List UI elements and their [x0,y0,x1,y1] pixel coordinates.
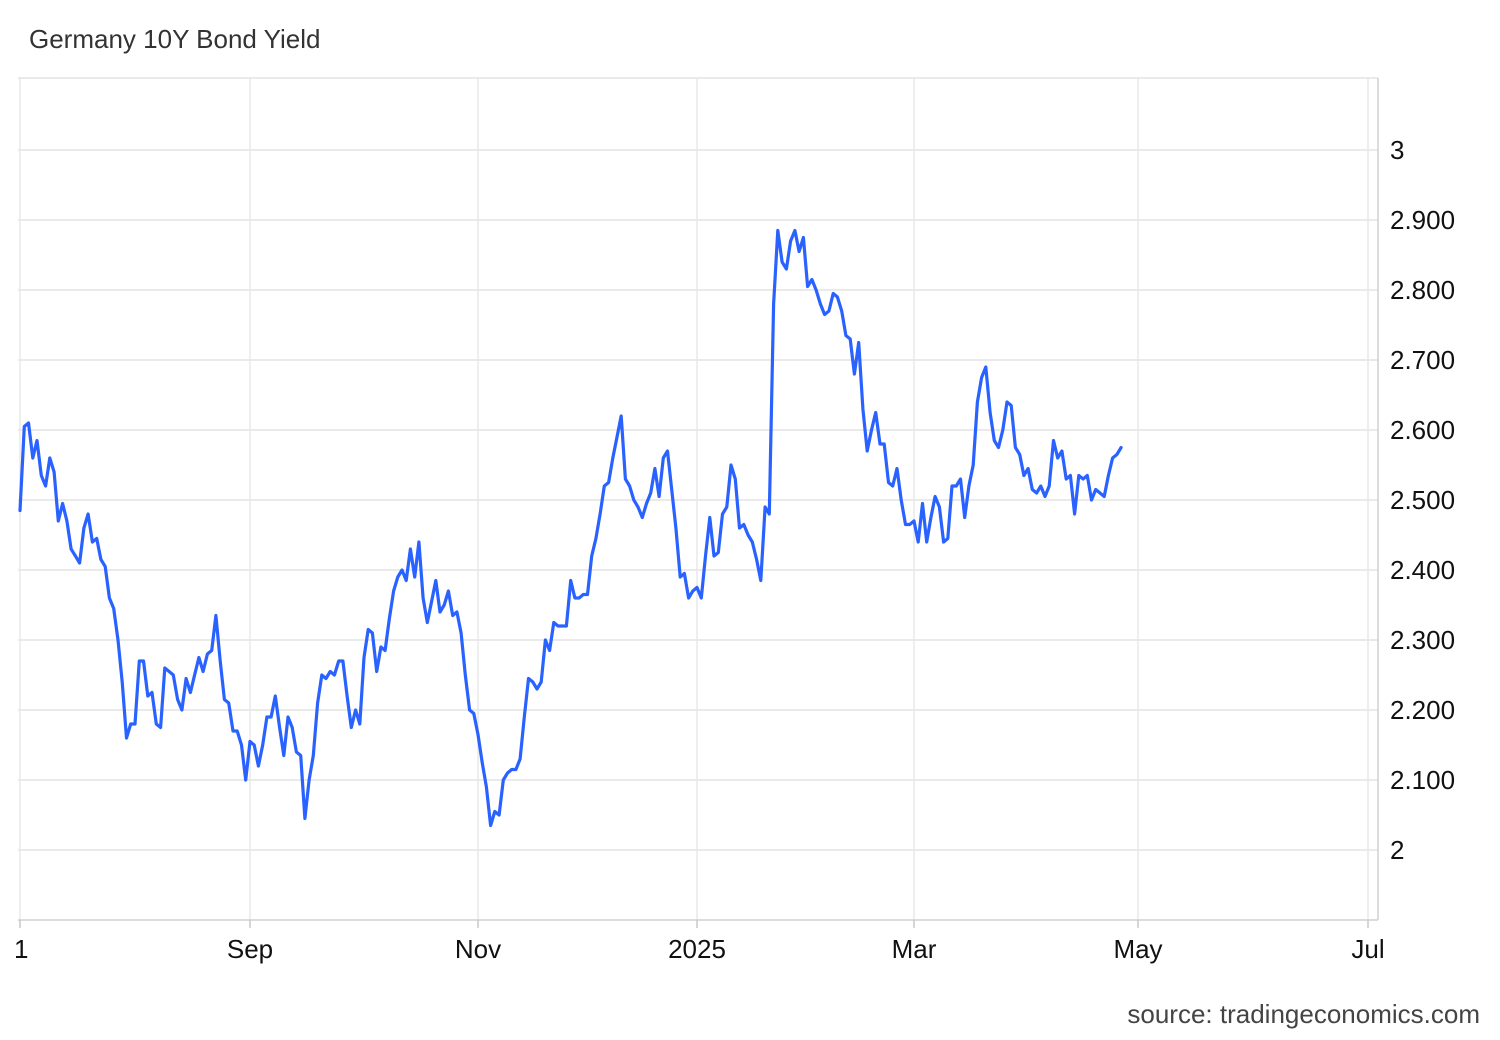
y-tick-label-7: 2.700 [1390,345,1455,375]
y-tick-label-9: 2.900 [1390,205,1455,235]
x-tick-label-2: Nov [455,934,501,964]
y-axis-labels: 2 2.100 2.200 2.300 2.400 2.500 2.600 2.700 2.80… [1390,135,1455,865]
y-tick-label-2: 2.200 [1390,695,1455,725]
x-tick-label-5: May [1113,934,1162,964]
x-tick-label-1: Sep [227,934,273,964]
x-tick-label-4: Mar [892,934,937,964]
y-tick-label-5: 2.500 [1390,485,1455,515]
x-tick-label-6: Jul [1351,934,1384,964]
source-attribution: source: tradingeconomics.com [1127,999,1480,1029]
y-tick-label-3: 2.300 [1390,625,1455,655]
y-tick-label-6: 2.600 [1390,415,1455,445]
y-tick-label-8: 2.800 [1390,275,1455,305]
series-line-0 [18,228,1123,828]
y-tick-label-0: 2 [1390,835,1404,865]
y-tick-label-10: 3 [1390,135,1404,165]
series-group [18,228,1123,828]
x-tick-label-0: 1 [14,934,28,964]
chart-title: Germany 10Y Bond Yield [29,24,321,54]
x-tick-label-3: 2025 [668,934,726,964]
y-gridlines [18,149,1378,851]
y-tick-label-1: 2.100 [1390,765,1455,795]
y-tick-label-4: 2.400 [1390,555,1455,585]
axis-frame [18,77,1379,928]
x-axis-labels: 1 Sep Nov 2025 Mar May Jul [14,934,1385,964]
x-gridlines [19,78,1369,920]
